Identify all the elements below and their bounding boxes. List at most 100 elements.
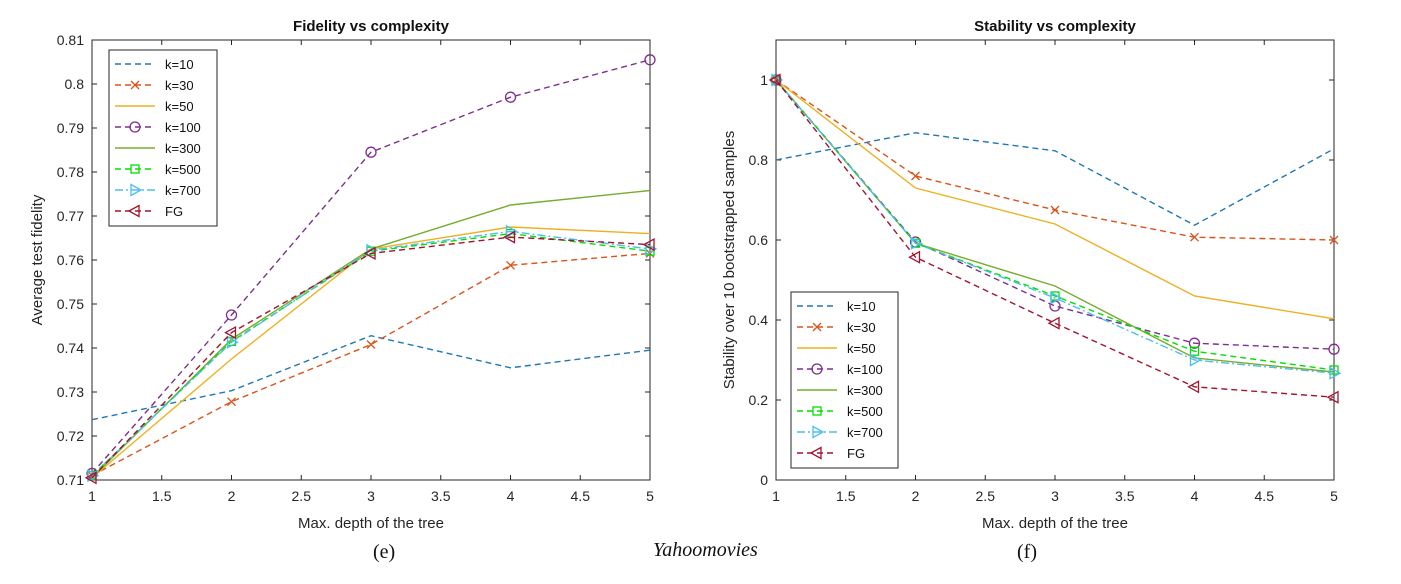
data-point	[504, 91, 517, 103]
legend-marker	[812, 425, 825, 439]
legend-box	[790, 291, 899, 469]
data-point	[1050, 205, 1060, 215]
x-tick-label: 4.5	[1255, 488, 1275, 504]
legend-label: k=100	[165, 120, 201, 135]
series-line	[775, 79, 1335, 320]
y-tick-label: 0.81	[57, 32, 84, 48]
legend: k=10 k=30 k=50 k=100 k=300 k=500 k=700 FG	[790, 291, 899, 469]
x-tick-label: 4	[507, 488, 515, 504]
legend-label: FG	[165, 204, 183, 219]
legend-label: k=10	[165, 57, 194, 72]
legend-label: k=700	[847, 425, 883, 440]
legend-box	[108, 49, 218, 227]
series-line	[91, 236, 651, 479]
series-k-100	[86, 54, 656, 480]
y-tick-label: 0.8	[65, 76, 85, 92]
x-tick-label: 3.5	[431, 488, 451, 504]
chart-panel-fidelity: Fidelity vs complexity 1 1.5 2 2.5 3 3.5 4 4.5 5 0…	[29, 18, 658, 532]
series-line	[91, 59, 651, 474]
legend-label: k=300	[847, 383, 883, 398]
y-axis-label: Average test fidelity	[29, 194, 46, 325]
data-point	[227, 397, 236, 407]
data-point	[911, 171, 920, 181]
series-k-700	[771, 73, 1342, 380]
y-axis-label: Stability over 10 bootstrapped samples	[721, 131, 738, 389]
x-tick-label: 4	[1191, 488, 1199, 504]
y-tick-label: 0.79	[57, 120, 84, 136]
legend-label: FG	[847, 446, 865, 461]
chart-title: Stability vs complexity	[974, 18, 1136, 35]
legend-marker	[812, 406, 822, 416]
series-k-300	[91, 189, 651, 479]
x-tick-label: 5	[646, 488, 654, 504]
data-point	[1187, 380, 1200, 394]
legend-label: k=500	[165, 162, 201, 177]
x-tick-label: 1	[88, 488, 96, 504]
data-point	[1188, 337, 1201, 349]
data-point	[644, 54, 656, 66]
series-line	[775, 132, 1335, 226]
data-point	[1189, 346, 1200, 356]
data-point	[908, 250, 921, 264]
y-tick-label: 0.77	[57, 208, 84, 224]
y-tick-label: 0.75	[57, 296, 84, 312]
data-point	[910, 236, 923, 250]
series-fg	[768, 73, 1339, 404]
chart-title: Fidelity vs complexity	[293, 18, 450, 35]
legend-marker	[130, 80, 140, 90]
legend-label: k=30	[847, 320, 876, 335]
legend-marker	[127, 204, 140, 218]
legend-label: k=50	[165, 99, 194, 114]
series-k-10	[775, 132, 1335, 226]
x-tick-label: 2.5	[292, 488, 312, 504]
y-tick-label: 0	[760, 472, 768, 488]
data-point	[505, 224, 518, 238]
data-point	[503, 230, 516, 244]
series-line	[775, 79, 1335, 398]
data-point	[363, 246, 376, 260]
series-line	[775, 79, 1335, 371]
data-point	[1328, 343, 1340, 355]
legend-marker	[811, 363, 823, 375]
legend-marker	[812, 322, 822, 332]
series-k-700	[87, 224, 658, 483]
x-tick-label: 1.5	[152, 488, 172, 504]
legend-label: k=100	[847, 362, 883, 377]
series-k-50	[775, 79, 1335, 320]
legend-label: k=50	[847, 341, 876, 356]
legend: k=10 k=30 k=50 k=100 k=300 k=500 k=700 FG	[108, 49, 218, 227]
series-fg	[84, 230, 655, 485]
data-point	[1190, 232, 1199, 242]
x-tick-label: 2	[912, 488, 920, 504]
data-point	[226, 335, 239, 349]
data-point	[1050, 291, 1063, 305]
x-tick-label: 4.5	[571, 488, 591, 504]
y-tick-label: 0.73	[57, 384, 84, 400]
y-tick-label: 0.71	[57, 472, 84, 488]
data-point	[1047, 316, 1060, 330]
series-line	[91, 189, 651, 479]
series-line	[91, 252, 651, 477]
x-tick-label: 2.5	[976, 488, 996, 504]
x-tick-label: 3.5	[1115, 488, 1135, 504]
chart-panel-stability: Stability vs complexity 1 1.5 2 2.5 3 3.5 4 4.5 5…	[721, 18, 1342, 532]
data-point	[366, 340, 376, 349]
data-point	[84, 471, 97, 485]
caption-left: (e)	[373, 541, 396, 563]
x-tick-label: 1	[772, 488, 780, 504]
x-tick-label: 5	[1330, 488, 1338, 504]
data-point	[506, 260, 515, 270]
y-tick-label: 0.72	[57, 428, 84, 444]
x-tick-label: 3	[367, 488, 375, 504]
data-point	[1329, 235, 1339, 245]
series-line	[775, 79, 1335, 374]
data-point	[1329, 366, 1342, 380]
y-tick-label: 0.6	[749, 232, 769, 248]
series-line	[91, 230, 651, 477]
data-point	[1189, 353, 1202, 367]
legend-marker	[130, 183, 143, 197]
y-tick-label: 0.4	[749, 312, 769, 328]
y-tick-label: 1	[760, 72, 768, 88]
data-point	[365, 146, 377, 158]
